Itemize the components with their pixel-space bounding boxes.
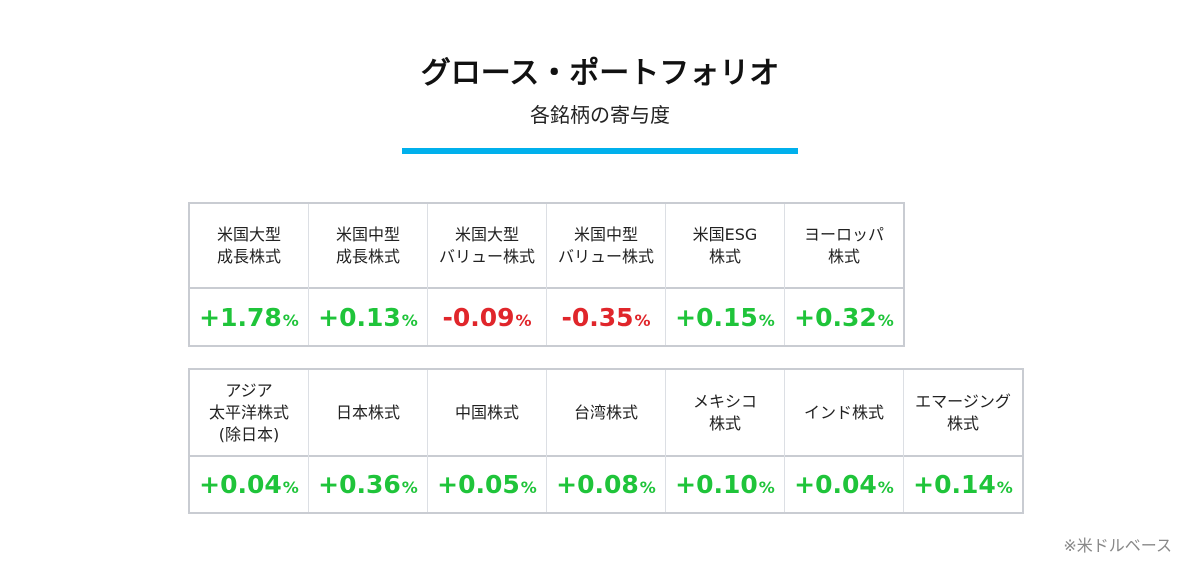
- value-unit: %: [515, 310, 532, 330]
- label-line: (除日本): [218, 424, 280, 444]
- cell-label: 米国ESG 株式: [666, 204, 784, 289]
- cell-label: 米国中型 成長株式: [309, 204, 427, 289]
- table-cell: 米国中型 成長株式 +0.13%: [309, 204, 428, 345]
- cell-label: 米国大型 バリュー株式: [428, 204, 546, 289]
- value-number: +0.14: [913, 470, 996, 499]
- label-line: 中国株式: [454, 402, 519, 422]
- value-unit: %: [758, 310, 775, 330]
- label-line: インド株式: [803, 402, 884, 422]
- value-unit: %: [996, 478, 1013, 497]
- subtitle: 各銘柄の寄与度: [530, 103, 670, 127]
- cell-value: +0.15%: [666, 289, 784, 345]
- value-number: +0.04: [794, 470, 877, 499]
- table-cell: 中国株式 +0.05%: [428, 370, 547, 512]
- cell-label: 米国大型 成長株式: [190, 204, 308, 289]
- cell-value: +0.04%: [190, 457, 308, 512]
- value-number: +0.08: [556, 470, 639, 499]
- table-cell: 米国中型 バリュー株式 -0.35%: [547, 204, 666, 345]
- value-unit: %: [282, 478, 299, 497]
- table-cell: 米国ESG 株式 +0.15%: [666, 204, 785, 345]
- cell-value: +0.36%: [309, 457, 427, 512]
- footnote: ※米ドルベース: [1063, 536, 1172, 555]
- label-line: 米国中型: [335, 224, 400, 244]
- cell-label: メキシコ 株式: [666, 370, 784, 457]
- cell-value: +0.13%: [309, 289, 427, 345]
- label-line: 株式: [708, 413, 741, 433]
- value-unit: %: [282, 310, 299, 330]
- value-unit: %: [877, 310, 894, 330]
- cell-value: +1.78%: [190, 289, 308, 345]
- cell-value: +0.08%: [547, 457, 665, 512]
- cell-label: ヨーロッパ 株式: [785, 204, 903, 289]
- cell-value: -0.09%: [428, 289, 546, 345]
- cell-value: +0.04%: [785, 457, 903, 512]
- label-line: 成長株式: [335, 246, 400, 266]
- label-line: 日本株式: [335, 402, 400, 422]
- cell-label: エマージング 株式: [904, 370, 1022, 457]
- value-number: -0.35: [561, 302, 634, 332]
- value-number: +0.13: [318, 302, 401, 332]
- accent-bar: [402, 148, 798, 154]
- value-number: +1.78: [199, 302, 282, 332]
- value-number: +0.32: [794, 302, 877, 332]
- cell-value: -0.35%: [547, 289, 665, 345]
- table-cell: 米国大型 成長株式 +1.78%: [190, 204, 309, 345]
- table-cell: インド株式 +0.04%: [785, 370, 904, 512]
- cell-label: 日本株式: [309, 370, 427, 457]
- label-line: 米国中型: [573, 224, 638, 244]
- value-unit: %: [401, 478, 418, 497]
- cell-value: +0.32%: [785, 289, 903, 345]
- label-line: バリュー株式: [438, 246, 535, 266]
- label-line: 米国ESG: [692, 224, 758, 244]
- table-cell: ヨーロッパ 株式 +0.32%: [785, 204, 903, 345]
- cell-label: 中国株式: [428, 370, 546, 457]
- table-cell: 日本株式 +0.36%: [309, 370, 428, 512]
- cell-value: +0.10%: [666, 457, 784, 512]
- table-cell: エマージング 株式 +0.14%: [904, 370, 1022, 512]
- value-unit: %: [758, 478, 775, 497]
- table: アジア 太平洋株式 (除日本) +0.04% 日本株式 +0.36% 中国株式 +0.05% 台…: [188, 368, 1024, 514]
- label-line: エマージング: [915, 391, 1011, 411]
- cell-value: +0.05%: [428, 457, 546, 512]
- table-cell: アジア 太平洋株式 (除日本) +0.04%: [190, 370, 309, 512]
- value-unit: %: [401, 310, 418, 330]
- label-line: 株式: [708, 246, 741, 266]
- cell-value: +0.14%: [904, 457, 1022, 512]
- cell-label: 米国中型 バリュー株式: [547, 204, 665, 289]
- label-line: アジア: [225, 380, 273, 400]
- value-unit: %: [639, 478, 656, 497]
- title: グロース・ポートフォリオ: [420, 56, 780, 91]
- label-line: 米国大型: [216, 224, 281, 244]
- cell-label: インド株式: [785, 370, 903, 457]
- table-cell: 台湾株式 +0.08%: [547, 370, 666, 512]
- table-cell: メキシコ 株式 +0.10%: [666, 370, 785, 512]
- cell-label: アジア 太平洋株式 (除日本): [190, 370, 308, 457]
- value-number: +0.10: [675, 470, 758, 499]
- value-unit: %: [877, 478, 894, 497]
- value-number: +0.36: [318, 470, 401, 499]
- label-line: 米国大型: [454, 224, 519, 244]
- value-number: +0.04: [199, 470, 282, 499]
- value-unit: %: [634, 310, 651, 330]
- label-line: 株式: [946, 413, 979, 433]
- label-line: 台湾株式: [573, 402, 638, 422]
- label-line: ヨーロッパ: [803, 224, 884, 244]
- label-line: メキシコ: [692, 391, 757, 411]
- table: 米国大型 成長株式 +1.78% 米国中型 成長株式 +0.13% 米国大型 バリュー株式 -0…: [188, 202, 905, 347]
- table-cell: 米国大型 バリュー株式 -0.09%: [428, 204, 547, 345]
- cell-label: 台湾株式: [547, 370, 665, 457]
- value-unit: %: [520, 478, 537, 497]
- label-line: 太平洋株式: [208, 402, 289, 422]
- value-number: -0.09: [442, 302, 515, 332]
- value-number: +0.05: [437, 470, 520, 499]
- label-line: バリュー株式: [557, 246, 654, 266]
- label-line: 成長株式: [216, 246, 281, 266]
- label-line: 株式: [827, 246, 860, 266]
- value-number: +0.15: [675, 302, 758, 332]
